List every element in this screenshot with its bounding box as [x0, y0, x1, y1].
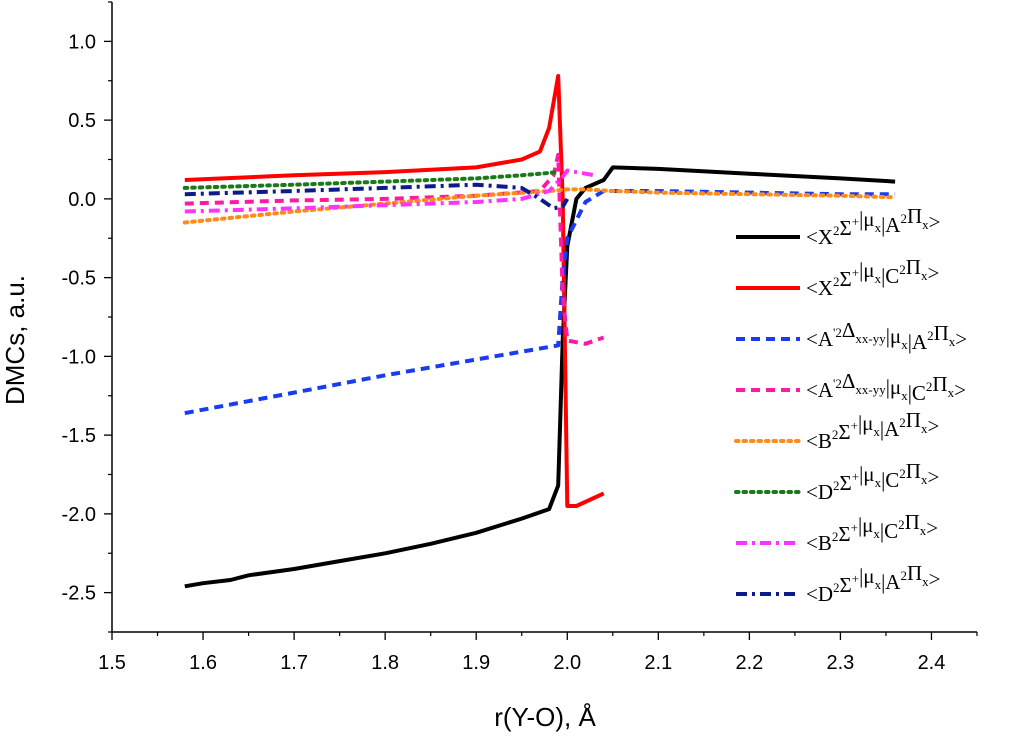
- legend-label-5: <B2Σ+|μx|A2Πx>: [806, 408, 939, 453]
- x-tick-label: 1.7: [280, 652, 308, 674]
- series-line-8: [184, 182, 570, 211]
- legend-label-8: <D2Σ+|μx|A2Πx>: [806, 561, 940, 606]
- legend-label-7: <B2Σ+|μx|C2Πx>: [806, 510, 938, 555]
- legend-label-1: <X2Σ+|μx|A2Πx>: [806, 204, 940, 249]
- series-line-1: [184, 165, 896, 589]
- series-line-5: [182, 187, 898, 225]
- series-line-3: [184, 189, 896, 416]
- legend-label-3: <A'2Δxx-yy|μx|A2Πx>: [806, 318, 967, 354]
- chart-legend: <X2Σ+|μx|A2Πx> <X2Σ+|μx|C2Πx> <A'2Δxx-yy|μ…: [734, 204, 967, 606]
- series-line-7: [184, 168, 595, 214]
- x-tick-label: 2.0: [553, 652, 581, 674]
- x-tick-label: 2.1: [644, 652, 672, 674]
- y-tick-label: 1.0: [68, 31, 96, 53]
- y-tick-label: -1.0: [62, 346, 96, 368]
- y-tick-label: 0.5: [68, 110, 96, 132]
- x-tick-label: 1.8: [371, 652, 399, 674]
- x-tick-label: 2.3: [827, 652, 855, 674]
- x-tick-label: 2.4: [918, 652, 946, 674]
- y-tick-label: -1.5: [62, 425, 96, 447]
- series-line-2: [184, 74, 605, 508]
- x-tick-label: 1.9: [462, 652, 490, 674]
- x-tick-label: 1.6: [189, 652, 217, 674]
- plot-axes: 1.5 1.6 1.7 1.8 1.9 2.0 2.1 2.2 2.3 2.4 -2.5 -2.0 -1…: [62, 1, 978, 674]
- y-tick-label: -0.5: [62, 268, 96, 290]
- y-tick-label: 0.0: [68, 189, 96, 211]
- series-line-4: [184, 152, 605, 346]
- y-tick-label: -2.0: [62, 504, 96, 526]
- legend-label-6: <D2Σ+|μx|C2Πx>: [806, 459, 939, 504]
- x-tick-label: 2.2: [735, 652, 763, 674]
- x-tick-label: 1.5: [98, 652, 126, 674]
- series-layer: [182, 74, 898, 589]
- legend-label-2: <X2Σ+|μx|C2Πx>: [806, 255, 939, 300]
- series-line-6: [182, 170, 561, 190]
- y-axis-title: DMCs, a.u.: [0, 275, 30, 405]
- y-tick-label: -2.5: [62, 583, 96, 605]
- x-axis-title: r(Y-O), Å: [494, 702, 596, 732]
- legend-label-4: <A'2Δxx-yy|μx|C2Πx>: [806, 369, 966, 405]
